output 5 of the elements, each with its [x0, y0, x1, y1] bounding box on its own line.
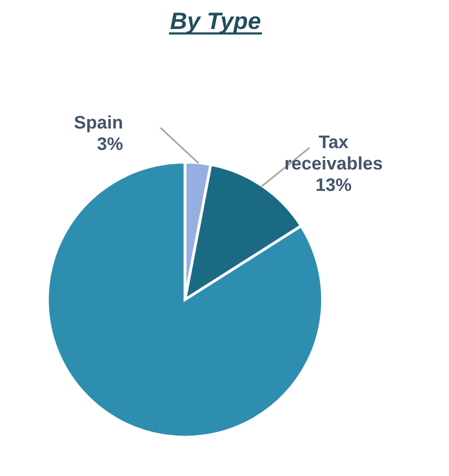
chart-title: By Type	[170, 12, 260, 34]
data-label: 3%	[97, 137, 123, 150]
data-label: 13%	[316, 178, 352, 192]
slice-label: Spain	[74, 115, 122, 132]
slice-label: Tax receivables	[286, 136, 382, 170]
